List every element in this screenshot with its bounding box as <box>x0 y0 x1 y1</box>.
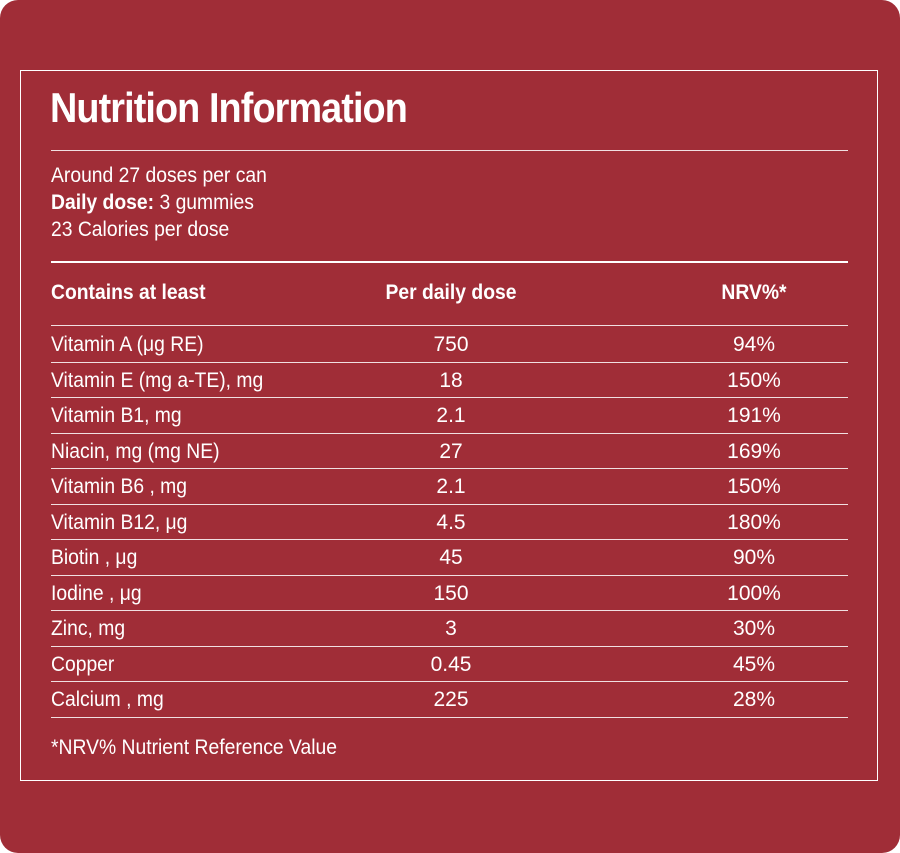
nutrient-amount: 150 <box>433 581 469 605</box>
nutrient-amount: 750 <box>433 333 469 356</box>
table-row: Vitamin B6 , mg 2.1 150% <box>51 469 848 504</box>
row-divider <box>51 468 848 469</box>
row-divider <box>51 681 848 682</box>
nutrient-nrv: 150% <box>727 368 781 392</box>
header-divider <box>51 325 848 326</box>
daily-dose: Daily dose: 3 gummies <box>51 189 267 216</box>
nutrient-amount: 4.5 <box>436 510 466 534</box>
row-divider <box>51 610 848 611</box>
nutrient-name: Vitamin B6 , mg <box>51 475 188 498</box>
table-row: Zinc, mg 3 30% <box>51 611 848 646</box>
nutrient-amount: 2.1 <box>436 475 466 498</box>
nutrient-nrv: 28% <box>732 688 776 711</box>
row-divider <box>51 539 848 540</box>
nutrient-name: Vitamin B1, mg <box>51 404 182 427</box>
doses-per-can: Around 27 doses per can <box>51 164 267 187</box>
daily-dose-label: Daily dose: <box>51 191 155 214</box>
nutrient-amount: 3 <box>445 617 457 640</box>
nutrient-amount: 27 <box>439 439 463 463</box>
nutrient-amount: 225 <box>433 688 469 711</box>
row-divider <box>51 716 848 718</box>
table-header: Contains at least Per daily dose NRV%* <box>51 275 848 310</box>
nutrient-amount: 2.1 <box>436 404 466 427</box>
nutrient-name: Biotin , μg <box>51 546 138 569</box>
nutrient-name: Copper <box>51 652 115 676</box>
nutrient-amount: 45 <box>439 546 463 569</box>
header-nrv: NRV%* <box>721 281 787 304</box>
nutrient-name: Vitamin E (mg a-TE), mg <box>51 368 264 392</box>
nutrient-name: Zinc, mg <box>51 617 126 640</box>
nutrient-amount: 0.45 <box>430 652 472 676</box>
table-row: Vitamin E (mg a-TE), mg 18 150% <box>51 363 848 398</box>
nutrient-nrv: 100% <box>727 581 781 605</box>
nutrient-name: Calcium , mg <box>51 688 164 711</box>
title-divider <box>51 150 848 151</box>
page-title: Nutrition Information <box>50 84 408 131</box>
row-divider <box>51 574 848 576</box>
footnote: *NRV% Nutrient Reference Value <box>51 736 338 759</box>
row-divider <box>51 503 848 505</box>
card-border-frame <box>20 70 878 781</box>
table-row: Iodine , μg 150 100% <box>51 576 848 611</box>
table-row: Vitamin B1, mg 2.1 191% <box>51 398 848 433</box>
table-row: Copper 0.45 45% <box>51 647 848 682</box>
row-divider <box>51 645 848 647</box>
nutrient-name: Vitamin B12, μg <box>51 510 188 534</box>
calories-per-dose: 23 Calories per dose <box>51 218 230 241</box>
table-row: Vitamin A (μg RE) 750 94% <box>51 327 848 362</box>
nutrient-nrv: 191% <box>727 404 781 427</box>
nutrient-nrv: 180% <box>727 510 781 534</box>
header-per-daily-dose: Per daily dose <box>385 281 517 304</box>
nutrient-nrv: 94% <box>732 333 776 356</box>
nutrient-nrv: 150% <box>727 475 781 498</box>
nutrient-name: Iodine , μg <box>51 581 142 605</box>
nutrient-nrv: 169% <box>727 439 781 463</box>
intro-block: Around 27 doses per can Daily dose: 3 gu… <box>51 162 267 243</box>
intro-divider <box>51 261 848 263</box>
nutrient-name: Vitamin A (μg RE) <box>51 333 204 356</box>
table-row: Biotin , μg 45 90% <box>51 540 848 575</box>
table-row: Vitamin B12, μg 4.5 180% <box>51 505 848 540</box>
row-divider <box>51 397 848 398</box>
row-divider <box>51 361 848 363</box>
row-divider <box>51 432 848 434</box>
nutrient-amount: 18 <box>439 368 463 392</box>
nutrient-name: Niacin, mg (mg NE) <box>51 439 220 463</box>
header-contains: Contains at least <box>51 281 206 304</box>
table-row: Niacin, mg (mg NE) 27 169% <box>51 434 848 469</box>
nutrient-nrv: 90% <box>732 546 776 569</box>
nutrient-nrv: 30% <box>732 617 776 640</box>
table-row: Calcium , mg 225 28% <box>51 682 848 717</box>
nutrient-nrv: 45% <box>732 652 776 676</box>
daily-dose-value: 3 gummies <box>154 191 254 214</box>
